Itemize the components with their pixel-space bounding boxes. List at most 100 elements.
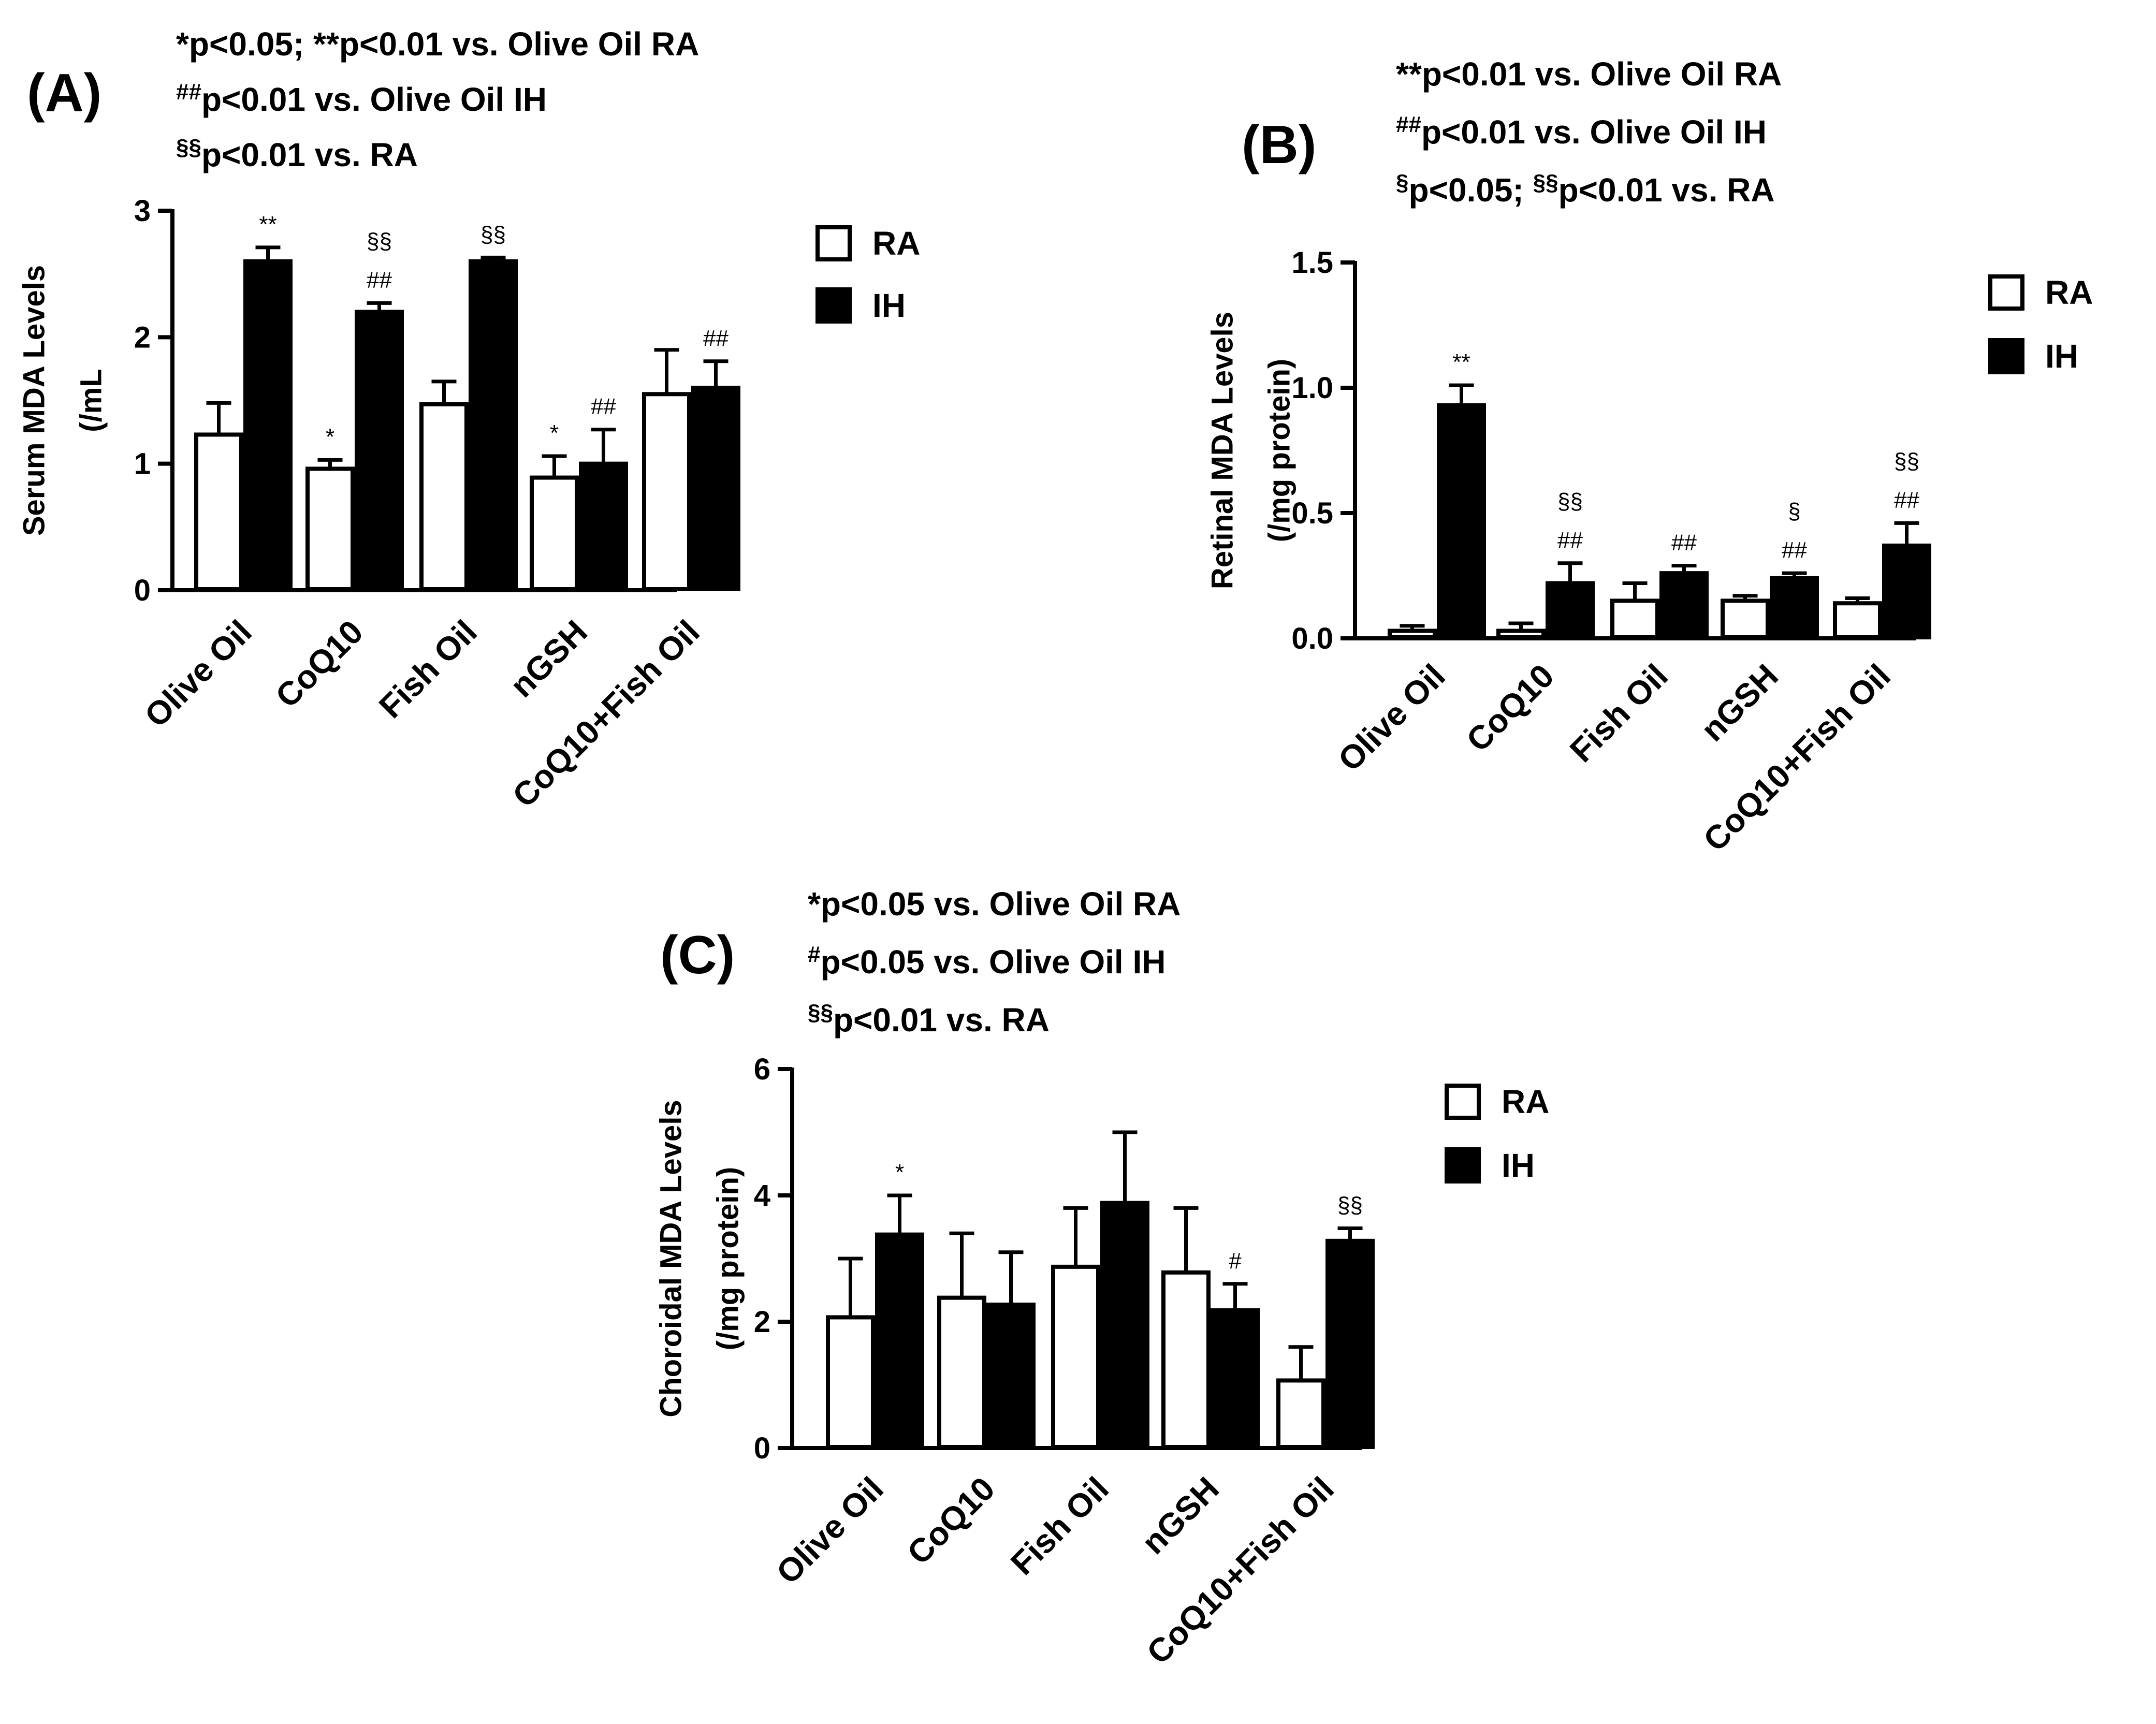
chart-panel-2: (C) *p<0.05 vs. Olive Oil RA #p<0.05 vs. O… xyxy=(654,885,1549,1671)
legend-label: IH xyxy=(1502,1147,1535,1184)
x-category-label: Fish Oil xyxy=(1003,1470,1116,1582)
stat-note: §§p<0.01 vs. RA xyxy=(808,1000,1050,1039)
bar-ra xyxy=(1276,1378,1325,1449)
stat-note: §p<0.05; §§p<0.01 vs. RA xyxy=(1396,170,1775,209)
x-category-label: Olive Oil xyxy=(137,613,259,735)
y-axis-title: Retinal MDA Levels xyxy=(1205,312,1239,589)
bar-ih xyxy=(1211,1308,1260,1450)
y-tick-label: 0 xyxy=(754,1431,770,1465)
legend-swatch-ih xyxy=(1445,1147,1481,1184)
y-tick-label: 0.0 xyxy=(1291,622,1333,655)
legend-label: RA xyxy=(872,225,920,262)
panel-label: (B) xyxy=(1242,115,1316,175)
significance-marker: ## xyxy=(1894,487,1919,513)
bar-ra xyxy=(419,402,469,592)
stat-note: ##p<0.01 vs. Olive Oil IH xyxy=(1396,112,1767,151)
bar-ih xyxy=(355,310,404,591)
bar-ra xyxy=(1721,598,1770,640)
significance-marker: ** xyxy=(259,212,276,237)
bar-ra xyxy=(1610,598,1659,640)
significance-marker: ## xyxy=(1782,537,1807,563)
y-tick-label: 1.5 xyxy=(1291,246,1333,280)
y-tick-label: 4 xyxy=(754,1179,770,1212)
bar-ra xyxy=(1833,601,1882,639)
significance-marker: * xyxy=(895,1160,904,1185)
y-tick-label: 6 xyxy=(754,1053,770,1086)
significance-marker: §§ xyxy=(1557,489,1583,514)
bar-ih xyxy=(1546,581,1595,640)
bar-ra xyxy=(305,466,355,591)
significance-marker: ## xyxy=(1671,530,1697,556)
significance-marker: ## xyxy=(703,326,729,351)
chart-panel-1: (B) **p<0.01 vs. Olive Oil RA ##p<0.01 vs.… xyxy=(1205,55,2093,858)
significance-marker: §§ xyxy=(367,228,392,254)
y-tick-label: 1.0 xyxy=(1291,371,1333,405)
legend-swatch-ra xyxy=(815,225,852,261)
y-tick-label: 1 xyxy=(134,447,151,481)
bar-ra xyxy=(1388,629,1437,639)
bar-ih xyxy=(469,259,518,591)
stat-note: #p<0.05 vs. Olive Oil IH xyxy=(808,942,1166,981)
significance-marker: ** xyxy=(1452,349,1470,375)
y-tick-label: 3 xyxy=(134,194,151,228)
significance-marker: §§ xyxy=(1894,448,1919,474)
x-category-label: CoQ10 xyxy=(268,613,370,715)
bar-ih xyxy=(243,259,293,591)
bar-ih xyxy=(986,1303,1036,1450)
x-category-label: Fish Oil xyxy=(1563,657,1675,769)
significance-marker: ## xyxy=(1557,528,1583,553)
significance-marker: ## xyxy=(591,394,616,419)
bar-ih xyxy=(1325,1238,1375,1450)
panel-label: (C) xyxy=(660,925,735,985)
bar-ih xyxy=(1659,571,1709,640)
x-category-label: CoQ10+Fish Oil xyxy=(1696,657,1898,858)
x-category-label: nGSH xyxy=(1134,1470,1226,1561)
bar-ra xyxy=(1161,1270,1211,1450)
stat-note: §§p<0.01 vs. RA xyxy=(176,135,418,173)
stat-note: ##p<0.01 vs. Olive Oil IH xyxy=(176,79,547,118)
significance-marker: §§ xyxy=(480,222,506,247)
y-tick-label: 2 xyxy=(134,320,151,354)
y-axis-title: (/mg protein) xyxy=(1262,359,1296,542)
bar-ra xyxy=(937,1295,986,1449)
stat-note: *p<0.05 vs. Olive Oil RA xyxy=(808,885,1181,923)
stat-note: *p<0.05; **p<0.01 vs. Olive Oil RA xyxy=(176,25,699,63)
x-category-label: nGSH xyxy=(503,613,594,705)
significance-marker: § xyxy=(1788,499,1800,524)
legend-label: IH xyxy=(872,287,906,324)
chart-panel-0: (A) *p<0.05; **p<0.01 vs. Olive Oil RA ##p… xyxy=(17,25,920,814)
significance-marker: * xyxy=(550,420,559,446)
bar-ih xyxy=(579,461,628,592)
y-tick-label: 0.5 xyxy=(1291,496,1333,530)
significance-marker: # xyxy=(1229,1248,1242,1274)
bar-ih xyxy=(1882,543,1931,640)
stat-note: **p<0.01 vs. Olive Oil RA xyxy=(1396,55,1782,93)
x-category-label: Olive Oil xyxy=(1331,657,1452,779)
x-category-label: nGSH xyxy=(1694,657,1785,749)
y-axis-title: (/mg protein) xyxy=(711,1167,745,1350)
bar-ra xyxy=(194,432,243,591)
bar-ih xyxy=(1100,1201,1149,1449)
x-category-label: CoQ10+Fish Oil xyxy=(505,613,707,814)
legend-swatch-ra xyxy=(1445,1084,1481,1120)
x-category-label: Fish Oil xyxy=(372,613,484,725)
y-tick-label: 2 xyxy=(754,1305,770,1339)
bar-ra xyxy=(826,1315,875,1449)
y-tick-label: 0 xyxy=(134,574,151,607)
significance-marker: * xyxy=(326,424,334,449)
panel-label: (A) xyxy=(27,63,101,123)
x-category-label: CoQ10 xyxy=(1459,657,1561,759)
legend-label: RA xyxy=(1502,1083,1549,1120)
bar-ra xyxy=(1496,629,1546,639)
legend-swatch-ih xyxy=(1988,338,2024,374)
bar-ih xyxy=(691,386,740,591)
legend-label: RA xyxy=(2045,274,2093,311)
significance-marker: §§ xyxy=(1337,1192,1363,1218)
bar-ra xyxy=(1051,1264,1100,1450)
bar-ih xyxy=(1437,403,1486,639)
y-axis-title: Serum MDA Levels xyxy=(17,265,51,536)
bar-ih xyxy=(875,1232,924,1449)
legend-swatch-ra xyxy=(1988,274,2024,311)
bar-ra xyxy=(642,392,691,591)
